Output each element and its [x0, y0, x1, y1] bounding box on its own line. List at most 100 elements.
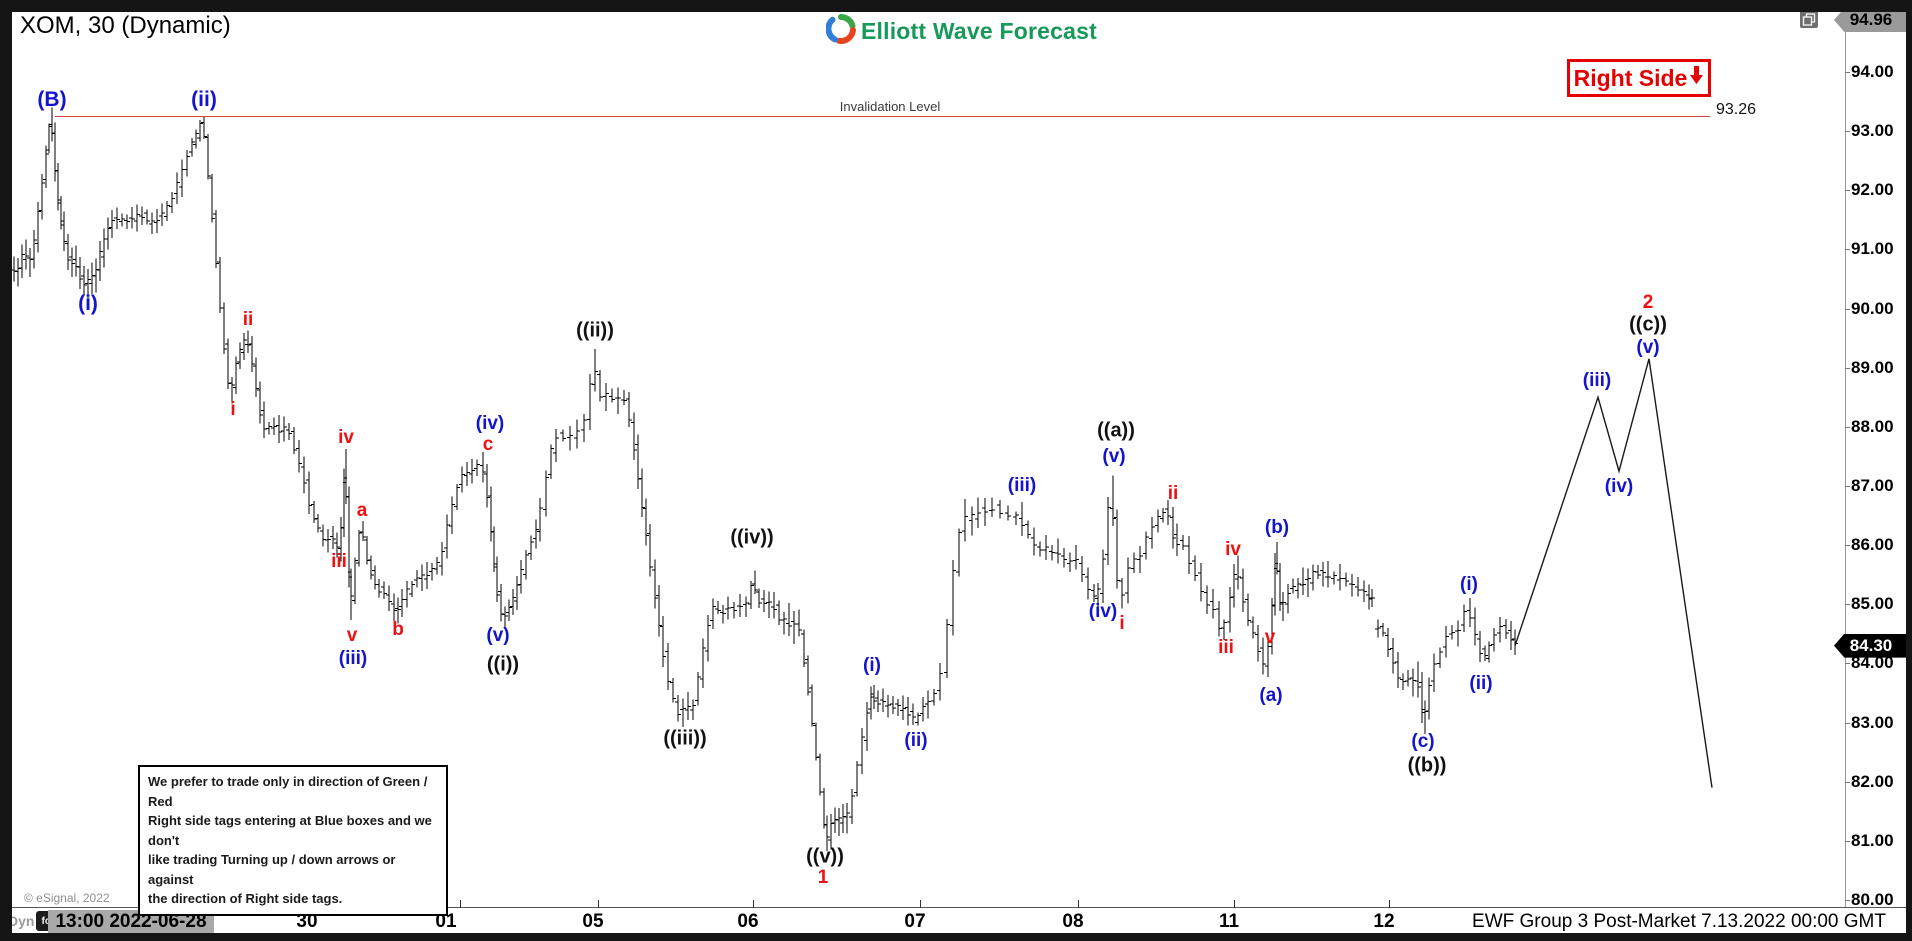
wave-label: ((b)): [1407, 754, 1447, 777]
wave-label: (v): [1102, 446, 1126, 467]
price-axis-label: 87.00: [1851, 475, 1894, 495]
price-axis-tick: [1845, 249, 1850, 251]
price-axis-label: 84.00: [1851, 653, 1894, 673]
date-axis-label: 01: [435, 911, 457, 932]
price-axis-line: [1845, 12, 1846, 907]
wave-label: a: [356, 500, 368, 521]
wave-label: (B): [37, 88, 67, 111]
price-axis-tick: [1845, 190, 1850, 192]
wave-label: (ii): [191, 88, 217, 111]
trading-note-annotation[interactable]: We prefer to trade only in direction of …: [138, 765, 448, 916]
price-axis-tick: [1845, 308, 1850, 310]
wave-label: (ii): [1469, 673, 1493, 694]
wave-label: (iv): [1088, 601, 1118, 622]
date-axis-label: 30: [296, 911, 318, 932]
price-axis-tick: [1845, 426, 1850, 428]
date-axis-tick: [460, 900, 461, 908]
price-axis-label: 93.00: [1851, 121, 1894, 141]
data-source-label: EWF Group 3 Post-Market 7.13.2022 00:00 …: [1472, 911, 1886, 932]
restore-window-icon[interactable]: [1800, 10, 1818, 28]
wave-label: i: [1119, 613, 1125, 634]
wave-label: (b): [1264, 517, 1290, 538]
right-side-tag-label: Right Side: [1573, 64, 1688, 91]
wave-label: ii: [1167, 483, 1179, 504]
wave-label: iv: [338, 427, 354, 448]
right-side-tag[interactable]: Right Side: [1567, 59, 1711, 97]
price-axis-label: 94.00: [1851, 62, 1894, 81]
wave-label: iii: [331, 551, 347, 572]
price-axis-label: 82.00: [1851, 771, 1894, 791]
session-high-badge: 94.96: [1834, 8, 1908, 32]
invalidation-level-label: Invalidation Level: [839, 99, 941, 114]
price-axis-tick: [1845, 781, 1850, 783]
wave-label: (v): [1636, 337, 1660, 358]
wave-label: (iv): [475, 413, 505, 434]
price-axis-tick: [1845, 72, 1850, 73]
wave-label: ((c)): [1629, 313, 1667, 336]
wave-label: v: [346, 625, 358, 646]
price-axis-label: 91.00: [1851, 239, 1894, 259]
date-axis-tick: [598, 900, 599, 908]
price-axis-label: 86.00: [1851, 535, 1894, 555]
wave-label: (c): [1411, 731, 1435, 752]
window-border-right: [1906, 0, 1912, 941]
first-bar-timestamp[interactable]: 13:00 2022-06-28: [48, 910, 214, 934]
first-bar-timestamp-label: 13:00 2022-06-28: [55, 911, 207, 932]
wave-label: ((iv)): [730, 526, 774, 549]
logo-swirl-icon: [825, 14, 856, 49]
wave-label: 2: [1642, 292, 1654, 313]
wave-label: (a): [1259, 685, 1283, 706]
window-border-left: [0, 0, 12, 941]
date-axis-tick: [920, 900, 921, 908]
wave-label: 1: [817, 867, 829, 888]
wave-label: ((ii)): [576, 319, 614, 342]
price-axis-label: 88.00: [1851, 416, 1894, 436]
price-axis-label: 80.00: [1851, 889, 1894, 909]
elliott-wave-forecast-logo: Elliott Wave Forecast: [825, 14, 1097, 49]
wave-label: c: [482, 434, 494, 455]
chart-title: XOM, 30 (Dynamic): [20, 12, 231, 39]
price-axis-tick: [1845, 663, 1850, 665]
wave-label: ii: [242, 309, 254, 330]
wave-label: (i): [1460, 574, 1478, 595]
date-axis-label: 08: [1062, 911, 1084, 932]
esignal-copyright: © eSignal, 2022: [24, 891, 110, 905]
wave-label: (ii): [904, 730, 928, 751]
price-axis-tick: [1845, 545, 1850, 547]
wave-label: ((a)): [1097, 419, 1135, 442]
price-axis-tick: [1845, 131, 1850, 133]
wave-label: iv: [1225, 539, 1241, 560]
date-axis-label: 11: [1218, 911, 1240, 932]
wave-label: i: [230, 399, 236, 420]
wave-label: (iii): [338, 648, 368, 669]
wave-label: (i): [78, 292, 98, 315]
wave-label: (v): [486, 625, 510, 646]
wave-label: (iii): [1007, 475, 1037, 496]
price-axis-label: 81.00: [1851, 830, 1894, 850]
price-axis-tick: [1845, 722, 1850, 724]
wave-label: ((iii)): [663, 727, 707, 750]
date-axis-tick: [1389, 900, 1390, 908]
ohlc-bars: [11, 107, 1518, 852]
price-axis-label: 90.00: [1851, 298, 1894, 318]
price-axis-tick: [1845, 899, 1850, 901]
logo-text: Elliott Wave Forecast: [861, 18, 1097, 44]
date-axis-tick: [1234, 900, 1235, 908]
price-axis-label: 89.00: [1851, 357, 1894, 377]
price-axis-label: 92.00: [1851, 180, 1894, 200]
price-axis-tick: [1845, 840, 1850, 842]
wave-label: ((v)): [806, 845, 844, 868]
window-border-bottom: [0, 933, 1912, 941]
date-axis-label: 06: [737, 911, 759, 932]
last-price-badge: 84.30: [1834, 633, 1908, 658]
invalidation-level-line[interactable]: [55, 116, 1710, 117]
forecast-wave-line: [1514, 358, 1713, 788]
date-axis-tick: [1078, 900, 1079, 908]
wave-label: ((i)): [486, 653, 520, 676]
dyn-mode-label: Dyn: [8, 913, 35, 929]
wave-label: (i): [863, 655, 881, 676]
date-axis-label: 05: [582, 911, 604, 932]
window-border-top: [0, 0, 1912, 12]
